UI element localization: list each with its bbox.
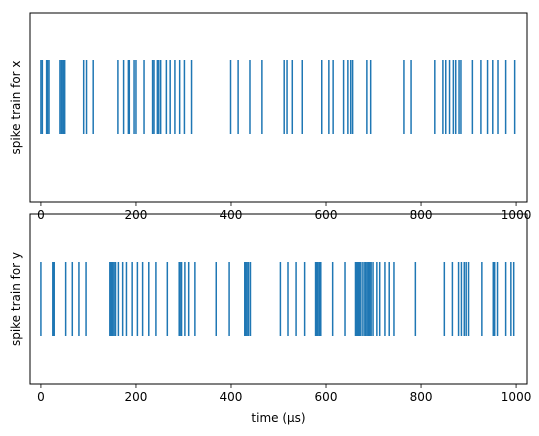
xtick-label-y-800: 800	[410, 390, 433, 404]
xtick-label-x-600: 600	[315, 208, 338, 222]
spike-train-y-xlabel: time (µs)	[251, 411, 305, 425]
spike-train-y-ylabel: spike train for y	[9, 252, 23, 346]
xtick-label-x-1000: 1000	[501, 208, 532, 222]
xtick-label-y-200: 200	[125, 390, 148, 404]
spike-train-x-panel: 0 200 400 600 800 1000 spike train for x	[9, 12, 531, 222]
xtick-label-x-800: 800	[410, 208, 433, 222]
spike-train-x-xticks: 0 200 400 600 800 1000	[37, 202, 531, 222]
xtick-label-y-600: 600	[315, 390, 338, 404]
spike-train-y-axes-frame	[29, 213, 528, 385]
spike-train-x-series	[40, 60, 516, 134]
spike-train-x-ylabel: spike train for x	[9, 60, 23, 154]
xtick-label-y-0: 0	[37, 390, 45, 404]
xtick-label-x-0: 0	[37, 208, 45, 222]
spike-train-y-series	[40, 262, 515, 336]
spike-train-y-panel: 0 200 400 600 800 1000 spike train for y time…	[9, 213, 531, 425]
xtick-label-x-400: 400	[220, 208, 243, 222]
xtick-label-y-1000: 1000	[501, 390, 532, 404]
xtick-label-y-400: 400	[220, 390, 243, 404]
xtick-label-x-200: 200	[125, 208, 148, 222]
spike-train-y-xticks: 0 200 400 600 800 1000	[37, 384, 531, 404]
spike-train-x-axes-frame	[29, 12, 528, 203]
